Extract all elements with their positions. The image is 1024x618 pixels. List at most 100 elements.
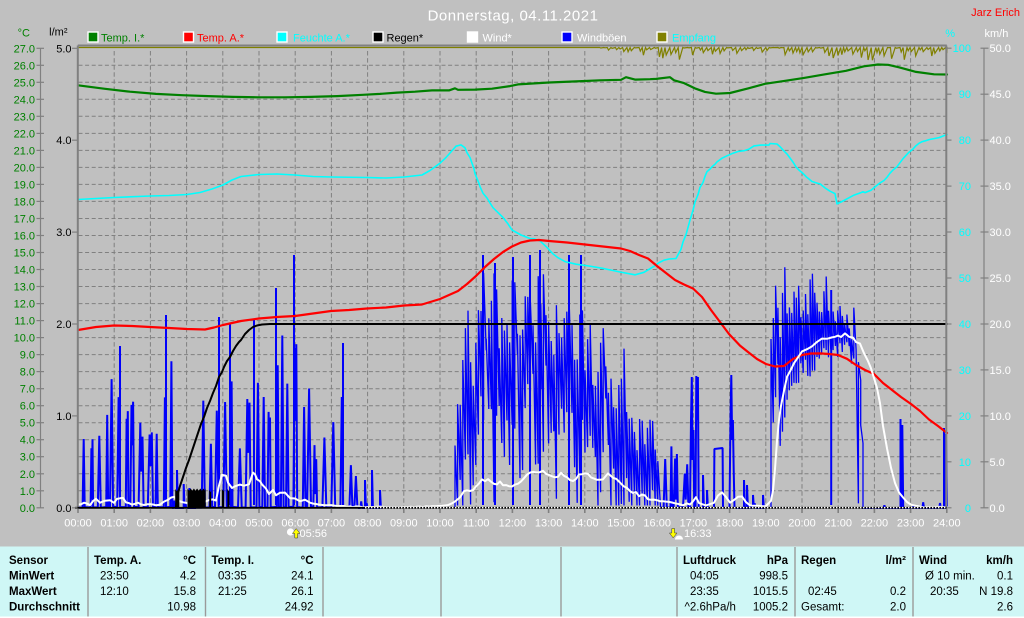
svg-text:0.1: 0.1 [997,571,1013,583]
svg-text:15:00: 15:00 [607,518,635,530]
svg-text:Gesamt:: Gesamt: [801,602,844,614]
svg-text:12.0: 12.0 [14,299,35,311]
svg-text:17.0: 17.0 [14,214,35,226]
svg-text:03:35: 03:35 [218,571,247,583]
svg-text:Regen: Regen [801,555,836,567]
svg-text:0: 0 [965,503,971,515]
svg-text:Wind: Wind [919,555,947,567]
svg-text:15.0: 15.0 [14,248,35,260]
svg-text:04:00: 04:00 [209,518,237,530]
svg-text:60: 60 [959,227,971,239]
svg-text:0.0: 0.0 [20,503,35,515]
svg-text:Jarz Erich: Jarz Erich [971,7,1020,19]
svg-text:20: 20 [959,411,971,423]
svg-text:12:00: 12:00 [499,518,527,530]
svg-text:22:00: 22:00 [861,518,889,530]
svg-text:Donnerstag, 04.11.2021: Donnerstag, 04.11.2021 [428,8,599,25]
svg-text:0.0: 0.0 [990,503,1005,515]
svg-text:30.0: 30.0 [990,227,1011,239]
svg-text:km/h: km/h [985,28,1009,40]
svg-text:05:56: 05:56 [300,528,328,540]
svg-text:00:00: 00:00 [64,518,92,530]
svg-text:45.0: 45.0 [990,89,1011,101]
svg-text:N 19.8: N 19.8 [979,586,1013,598]
svg-text:9.0: 9.0 [20,350,35,362]
svg-text:1015.5: 1015.5 [753,586,788,598]
svg-text:hPa: hPa [767,555,789,567]
svg-text:07:00: 07:00 [318,518,346,530]
svg-text:Regen*: Regen* [387,33,424,45]
svg-text:23.0: 23.0 [14,111,35,123]
svg-text:22.0: 22.0 [14,128,35,140]
svg-text:7.0: 7.0 [20,384,35,396]
svg-text:12:10: 12:10 [100,586,129,598]
svg-text:20.0: 20.0 [990,319,1011,331]
svg-text:°C: °C [183,555,196,567]
svg-text:10.0: 10.0 [990,411,1011,423]
svg-text:100: 100 [953,43,971,55]
svg-text:08:00: 08:00 [354,518,382,530]
svg-text:3.0: 3.0 [56,227,71,239]
svg-text:03:00: 03:00 [173,518,201,530]
svg-text:15.0: 15.0 [990,365,1011,377]
svg-text:10: 10 [959,457,971,469]
svg-text:km/h: km/h [986,555,1013,567]
svg-text:26.0: 26.0 [14,60,35,72]
svg-text:1005.2: 1005.2 [753,602,788,614]
svg-text:Durchschnitt: Durchschnitt [9,602,80,614]
svg-text:01:00: 01:00 [100,518,128,530]
svg-text:l/m²: l/m² [886,555,907,567]
svg-text:09:00: 09:00 [390,518,418,530]
svg-text:5.0: 5.0 [56,43,71,55]
svg-text:40.0: 40.0 [990,135,1011,147]
svg-text:90: 90 [959,89,971,101]
svg-text:26.1: 26.1 [291,586,313,598]
svg-text:16:33: 16:33 [684,528,712,540]
svg-text:19:00: 19:00 [752,518,780,530]
svg-text:11:00: 11:00 [463,518,490,530]
svg-text:06:00: 06:00 [281,518,309,530]
svg-text:24:00: 24:00 [933,518,961,530]
svg-text:18.0: 18.0 [14,196,35,208]
svg-text:21:25: 21:25 [218,586,247,598]
svg-text:Temp. A.*: Temp. A.* [197,33,245,45]
svg-text:2.6: 2.6 [997,602,1013,614]
svg-text:MaxWert: MaxWert [9,586,57,598]
svg-text:05:00: 05:00 [245,518,273,530]
svg-text:16.0: 16.0 [14,231,35,243]
svg-text:20:35: 20:35 [930,586,959,598]
svg-text:%: % [945,28,955,40]
svg-text:Windböen: Windböen [577,33,627,45]
svg-text:16:00: 16:00 [643,518,671,530]
svg-text:40: 40 [959,319,971,331]
svg-text:13:00: 13:00 [535,518,563,530]
svg-text:8.0: 8.0 [20,367,35,379]
svg-text:Feuchte A.*: Feuchte A.* [293,33,351,45]
svg-text:11.0: 11.0 [14,316,35,328]
svg-text:1.0: 1.0 [56,411,71,423]
svg-text:14.0: 14.0 [14,265,35,277]
svg-text:Temp. A.: Temp. A. [94,555,141,567]
svg-text:50: 50 [959,273,971,285]
svg-text:4.0: 4.0 [56,135,71,147]
svg-text:2.0: 2.0 [56,319,71,331]
svg-text:23:50: 23:50 [100,571,129,583]
svg-text:20:00: 20:00 [788,518,816,530]
svg-text:15.8: 15.8 [174,586,196,598]
svg-text:10.98: 10.98 [167,602,196,614]
svg-text:°C: °C [18,28,30,40]
svg-text:50.0: 50.0 [990,43,1011,55]
svg-text:Wind*: Wind* [483,33,513,45]
svg-text:^2.6hPa/h: ^2.6hPa/h [685,602,736,614]
svg-text:Temp. I.*: Temp. I.* [101,33,145,45]
svg-text:21:00: 21:00 [824,518,852,530]
svg-text:02:45: 02:45 [808,586,837,598]
svg-text:25.0: 25.0 [14,77,35,89]
svg-text:19.0: 19.0 [14,179,35,191]
svg-text:0.2: 0.2 [890,586,906,598]
svg-text:2.0: 2.0 [890,602,906,614]
svg-text:13.0: 13.0 [14,282,35,294]
svg-text:20.0: 20.0 [14,162,35,174]
svg-text:6.0: 6.0 [20,401,35,413]
svg-text:24.92: 24.92 [285,602,314,614]
